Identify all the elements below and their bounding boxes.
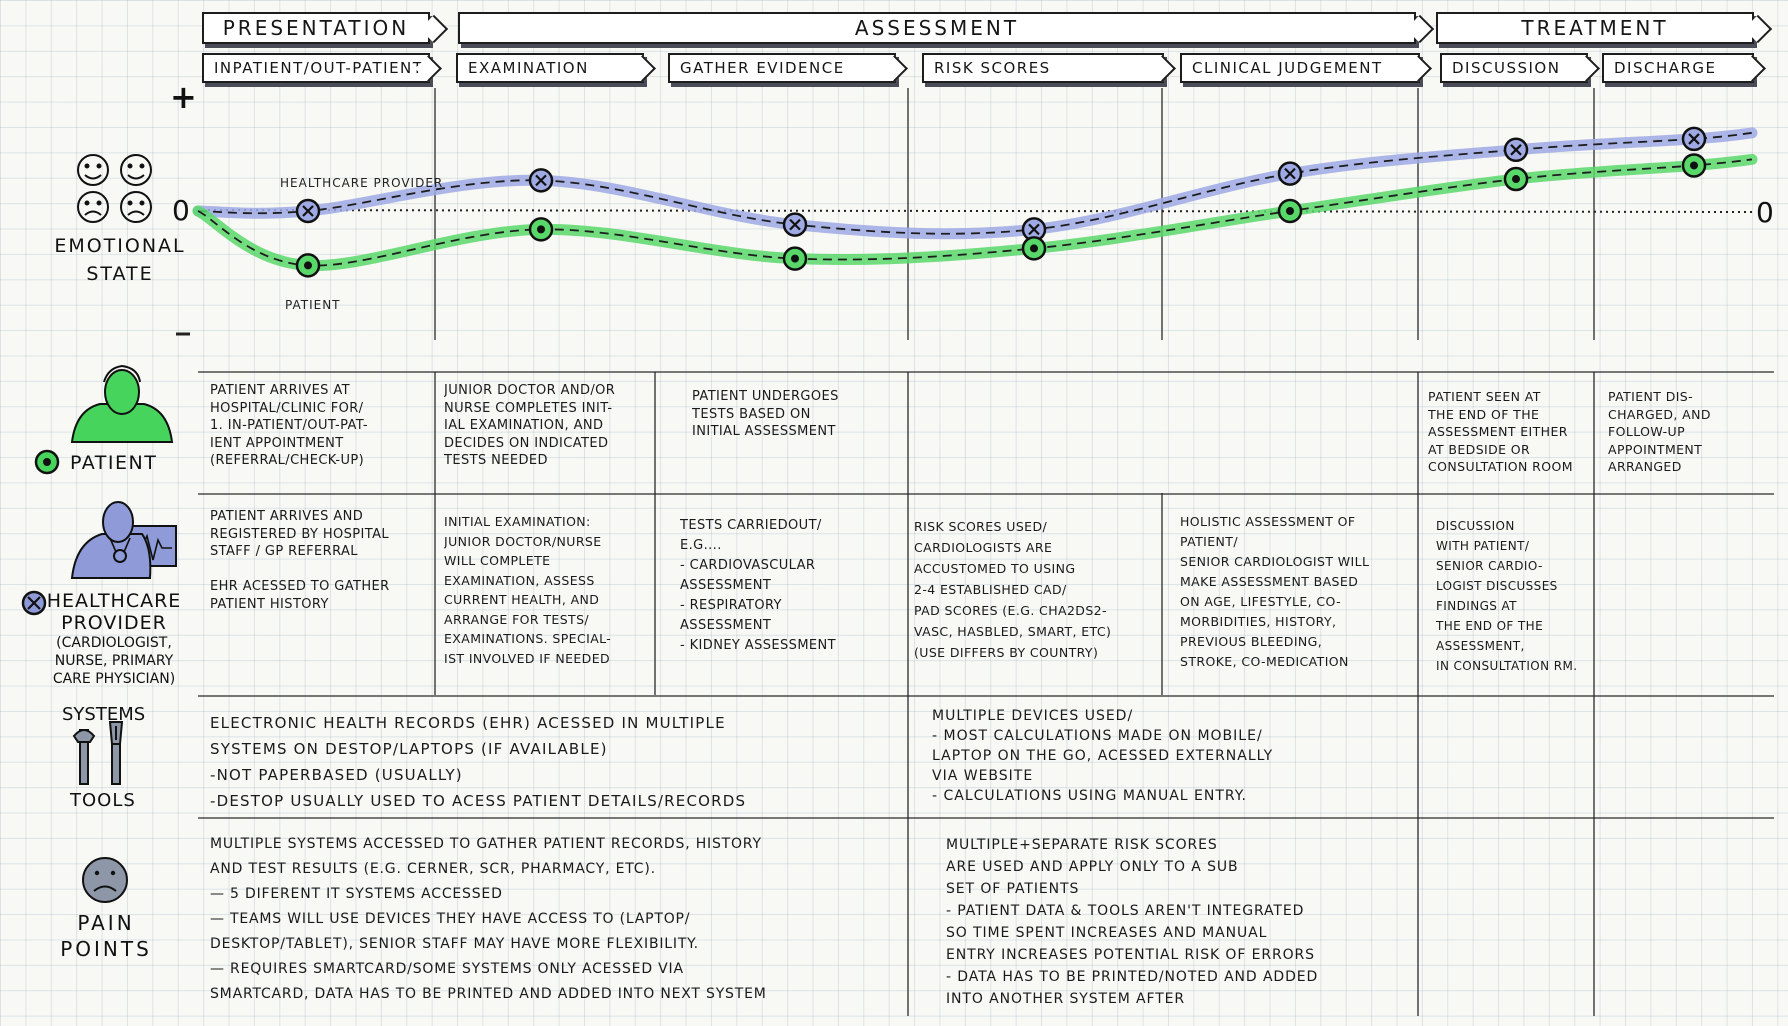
- patient-marker: [1503, 166, 1529, 192]
- substage-discussion: DISCUSSION: [1440, 53, 1588, 83]
- provider-label-line2: PROVIDER: [61, 612, 167, 634]
- substage-clinical-judgement: CLINICAL JUDGEMENT: [1180, 53, 1420, 83]
- provider-cell-clinical-judgement: HOLISTIC ASSESSMENT OF PATIENT/ SENIOR C…: [1180, 514, 1370, 669]
- provider-cell-gather-evidence: TESTS CARRIEDOUT/ E.G.... - CARDIOVASCUL…: [680, 518, 837, 653]
- patient-marker: [295, 253, 321, 278]
- patient-marker: [1021, 236, 1047, 261]
- sad-face-icon: [82, 857, 128, 903]
- stage-treatment: TREATMENT: [1436, 12, 1754, 44]
- pain-line1: PAIN: [77, 911, 135, 935]
- column-separators: [198, 88, 1774, 1016]
- systems-cell-left: ELECTRONIC HEALTH RECORDS (EHR) ACESSED …: [210, 714, 747, 810]
- patient-curve-line: [197, 158, 1753, 267]
- substage-discharge: DISCHARGE: [1602, 53, 1754, 83]
- emotion-faces-icon: [77, 154, 152, 223]
- provider-label-line1: HEALTHCARE: [46, 590, 182, 612]
- healthcare-provider-icon: [70, 501, 177, 579]
- emotional-state-label: EMOTIONAL STATE: [50, 232, 190, 288]
- emotional-state-line2: STATE: [86, 263, 154, 285]
- patient-cell-presentation: PATIENT ARRIVES AT HOSPITAL/CLINIC FOR/ …: [210, 383, 369, 468]
- patient-person-icon: [70, 364, 174, 443]
- substage-examination: EXAMINATION: [456, 53, 644, 83]
- patient-row-label: PATIENT: [70, 452, 158, 474]
- provider-label-sub: (CARDIOLOGIST, NURSE, PRIMARY CARE PHYSI…: [52, 635, 176, 687]
- pain-cell-left: MULTIPLE SYSTEMS ACCESSED TO GATHER PATI…: [210, 836, 767, 1002]
- provider-marker: [782, 212, 808, 237]
- zero-left-label: 0: [172, 194, 190, 227]
- provider-row-label: HEALTHCARE PROVIDER (CARDIOLOGIST, NURSE…: [30, 590, 198, 688]
- systems-row-label: SYSTEMS: [62, 704, 146, 725]
- patient-cell-discharge: PATIENT DIS- CHARGED, AND FOLLOW-UP APPO…: [1608, 389, 1711, 474]
- patient-marker: [782, 246, 808, 271]
- patient-legend-dot: [34, 449, 60, 475]
- substage-risk-scores: RISK SCORES: [922, 53, 1164, 83]
- systems-cell-right: MULTIPLE DEVICES USED/ - MOST CALCULATIO…: [932, 708, 1274, 804]
- tools-row-label: TOOLS: [70, 790, 136, 811]
- provider-cell-examination: INITIAL EXAMINATION: JUNIOR DOCTOR/NURSE…: [444, 514, 612, 666]
- patient-marker: [1681, 153, 1707, 178]
- provider-curve-line: [197, 132, 1753, 235]
- substage-gather-evidence: GATHER EVIDENCE: [668, 53, 896, 83]
- emotional-state-line1: EMOTIONAL: [54, 235, 186, 257]
- substage-inpatient-outpatient: INPATIENT/OUT-PATIENT: [202, 53, 430, 83]
- provider-cell-presentation: PATIENT ARRIVES AND REGISTERED BY HOSPIT…: [210, 509, 390, 612]
- stage-presentation: PRESENTATION: [202, 12, 430, 44]
- patient-cell-gather-evidence: PATIENT UNDERGOES TESTS BASED ON INITIAL…: [692, 389, 839, 439]
- patient-marker: [1277, 198, 1303, 224]
- provider-marker: [528, 168, 554, 193]
- emotion-curves: [192, 127, 1758, 272]
- pain-cell-right: MULTIPLE+SEPARATE RISK SCORES ARE USED A…: [946, 837, 1319, 1007]
- patient-cell-examination: JUNIOR DOCTOR AND/OR NURSE COMPLETES INI…: [444, 383, 616, 468]
- emotion-markers: [295, 126, 1707, 278]
- provider-legend-cross: [21, 590, 47, 616]
- provider-marker: [1503, 137, 1529, 163]
- provider-marker: [1277, 161, 1303, 186]
- healthcare-provider-curve-label: HEALTHCARE PROVIDER: [280, 176, 444, 190]
- zero-right-label: 0: [1756, 196, 1774, 229]
- stage-assessment: ASSESSMENT: [458, 12, 1416, 44]
- patient-curve-label: PATIENT: [285, 298, 341, 312]
- provider-marker: [295, 198, 321, 224]
- provider-cell-discussion: DISCUSSION WITH PATIENT/ SENIOR CARDIO- …: [1436, 519, 1578, 673]
- provider-marker: [1021, 217, 1047, 242]
- provider-marker: [1681, 126, 1707, 152]
- pain-points-label: PAIN POINTS: [56, 910, 156, 962]
- zero-baseline: [195, 209, 1753, 213]
- patient-cell-discussion: PATIENT SEEN AT THE END OF THE ASSESSMEN…: [1428, 389, 1573, 474]
- tools-icon: [72, 721, 124, 785]
- plus-sign: +: [170, 78, 197, 116]
- provider-cell-risk-scores: RISK SCORES USED/ CARDIOLOGISTS ARE ACCU…: [914, 519, 1112, 660]
- patient-marker: [528, 217, 554, 242]
- pain-line2: POINTS: [60, 937, 152, 961]
